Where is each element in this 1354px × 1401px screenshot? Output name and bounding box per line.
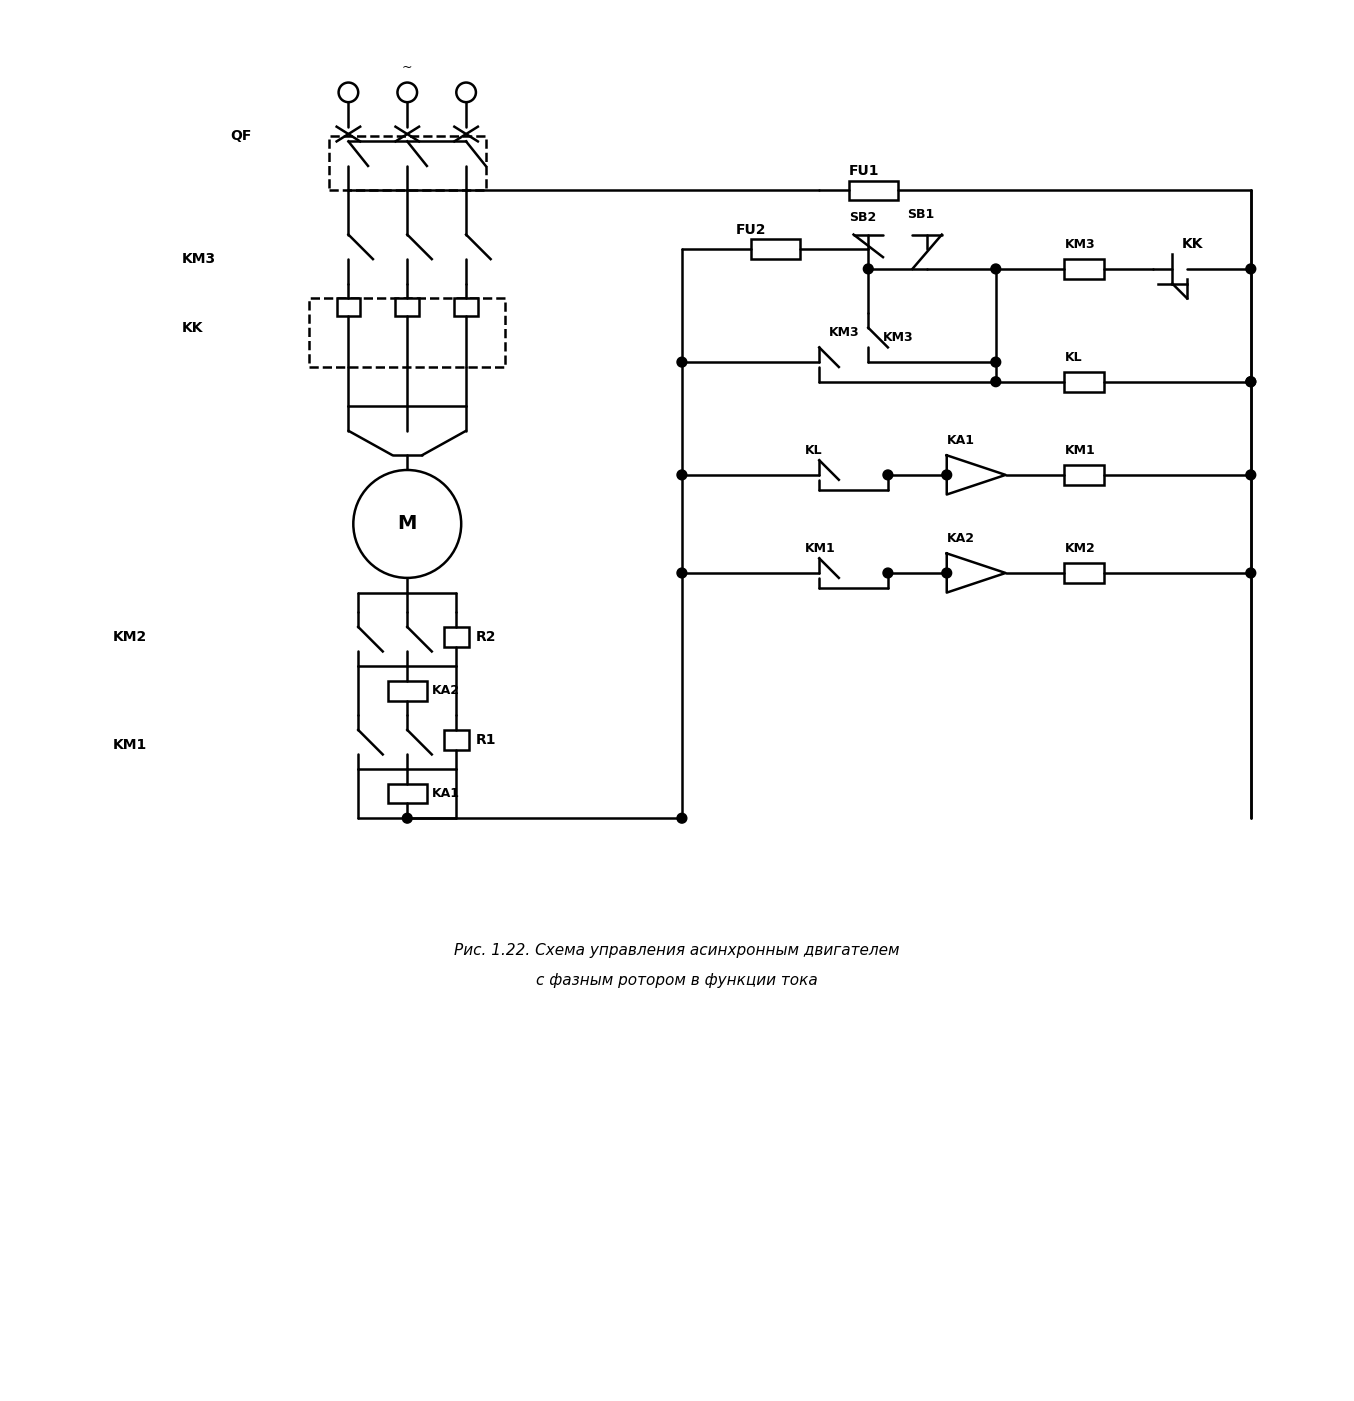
Text: R1: R1 bbox=[475, 733, 497, 747]
Text: KA2: KA2 bbox=[946, 532, 975, 545]
Text: KM1: KM1 bbox=[1064, 444, 1095, 457]
Text: Рис. 1.22. Схема управления асинхронным двигателем: Рис. 1.22. Схема управления асинхронным … bbox=[454, 943, 900, 958]
Text: KM1: KM1 bbox=[804, 542, 835, 555]
Circle shape bbox=[353, 469, 462, 577]
Text: с фазным ротором в функции тока: с фазным ротором в функции тока bbox=[536, 972, 818, 988]
Circle shape bbox=[677, 814, 686, 824]
Circle shape bbox=[1246, 469, 1255, 479]
Circle shape bbox=[402, 814, 412, 824]
Text: KM2: KM2 bbox=[112, 629, 148, 643]
Bar bbox=[337, 298, 360, 317]
Text: R2: R2 bbox=[475, 629, 497, 643]
Bar bbox=[387, 681, 427, 700]
Text: KM3: KM3 bbox=[1064, 238, 1095, 251]
Text: M: M bbox=[398, 514, 417, 534]
Circle shape bbox=[677, 567, 686, 577]
Text: SB2: SB2 bbox=[849, 212, 876, 224]
Circle shape bbox=[991, 377, 1001, 387]
Text: KM1: KM1 bbox=[112, 738, 148, 752]
Text: KK: KK bbox=[1182, 237, 1204, 251]
Bar bbox=[849, 181, 898, 200]
Bar bbox=[444, 730, 468, 750]
Circle shape bbox=[456, 83, 475, 102]
Text: KM3: KM3 bbox=[829, 326, 860, 339]
Bar bbox=[1064, 371, 1104, 391]
Text: ~: ~ bbox=[402, 62, 413, 74]
Text: KA1: KA1 bbox=[946, 434, 975, 447]
Circle shape bbox=[883, 567, 892, 577]
Circle shape bbox=[1246, 377, 1255, 387]
Circle shape bbox=[991, 263, 1001, 273]
Circle shape bbox=[942, 567, 952, 577]
Text: KM3: KM3 bbox=[883, 331, 914, 345]
Text: FU1: FU1 bbox=[849, 164, 879, 178]
Bar bbox=[1064, 259, 1104, 279]
Circle shape bbox=[883, 469, 892, 479]
Text: KL: KL bbox=[804, 444, 822, 457]
Circle shape bbox=[677, 357, 686, 367]
Circle shape bbox=[677, 469, 686, 479]
Bar bbox=[455, 298, 478, 317]
Text: FU2: FU2 bbox=[735, 223, 766, 237]
Bar bbox=[750, 240, 800, 259]
Circle shape bbox=[1246, 377, 1255, 387]
Text: KM2: KM2 bbox=[1064, 542, 1095, 555]
Bar bbox=[444, 626, 468, 646]
Text: KA1: KA1 bbox=[432, 787, 460, 800]
Circle shape bbox=[864, 263, 873, 273]
Text: KL: KL bbox=[1064, 350, 1082, 364]
Circle shape bbox=[1246, 263, 1255, 273]
Bar bbox=[395, 298, 418, 317]
Circle shape bbox=[398, 83, 417, 102]
Bar bbox=[1064, 563, 1104, 583]
Bar bbox=[329, 136, 486, 191]
Text: QF: QF bbox=[230, 129, 252, 143]
Bar bbox=[387, 785, 427, 804]
Circle shape bbox=[942, 469, 952, 479]
Text: KA2: KA2 bbox=[432, 684, 460, 698]
Circle shape bbox=[1246, 567, 1255, 577]
Bar bbox=[309, 298, 505, 367]
Circle shape bbox=[991, 357, 1001, 367]
Text: SB1: SB1 bbox=[907, 209, 934, 221]
Circle shape bbox=[338, 83, 359, 102]
Bar bbox=[1064, 465, 1104, 485]
Text: KK: KK bbox=[181, 321, 203, 335]
Text: KM3: KM3 bbox=[181, 252, 215, 266]
